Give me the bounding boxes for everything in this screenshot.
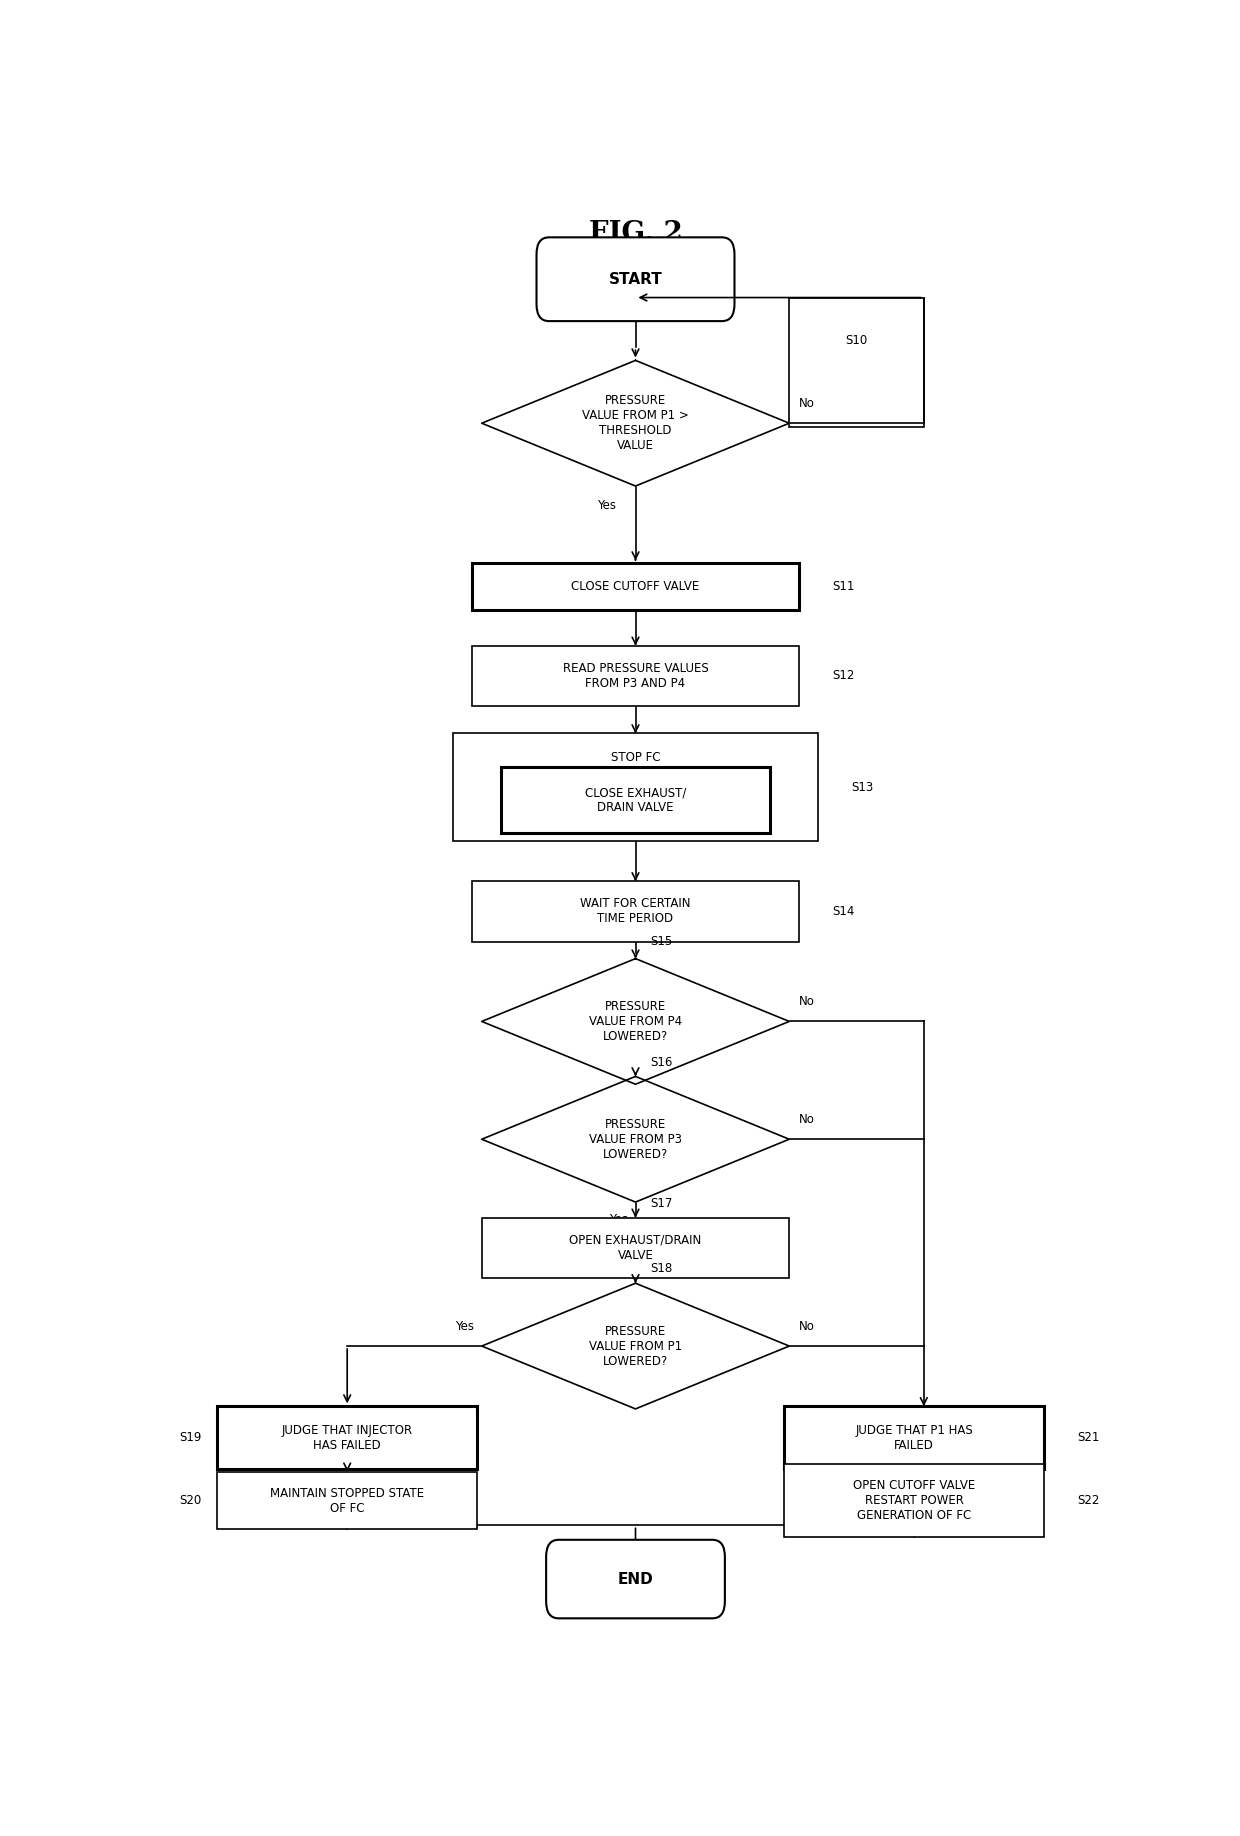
Bar bbox=[481, 1217, 789, 1278]
Text: S15: S15 bbox=[650, 935, 672, 947]
Polygon shape bbox=[481, 1076, 789, 1203]
Text: START: START bbox=[609, 272, 662, 286]
Text: S20: S20 bbox=[179, 1495, 201, 1507]
Text: S19: S19 bbox=[179, 1432, 201, 1445]
Text: WAIT FOR CERTAIN
TIME PERIOD: WAIT FOR CERTAIN TIME PERIOD bbox=[580, 898, 691, 925]
Text: S10: S10 bbox=[846, 334, 868, 347]
Text: STOP FC: STOP FC bbox=[611, 751, 660, 764]
Polygon shape bbox=[481, 958, 789, 1085]
Text: S18: S18 bbox=[650, 1263, 672, 1276]
Text: FIG. 2: FIG. 2 bbox=[589, 220, 682, 246]
Text: PRESSURE
VALUE FROM P3
LOWERED?: PRESSURE VALUE FROM P3 LOWERED? bbox=[589, 1118, 682, 1160]
Text: Yes: Yes bbox=[609, 1094, 627, 1107]
Bar bbox=[472, 646, 799, 707]
Text: END: END bbox=[618, 1572, 653, 1586]
FancyBboxPatch shape bbox=[537, 237, 734, 321]
Text: S11: S11 bbox=[832, 580, 854, 593]
Text: JUDGE THAT INJECTOR
HAS FAILED: JUDGE THAT INJECTOR HAS FAILED bbox=[281, 1423, 413, 1452]
Text: S17: S17 bbox=[650, 1197, 672, 1210]
Text: S14: S14 bbox=[832, 905, 854, 918]
Text: S13: S13 bbox=[852, 780, 874, 793]
Text: MAINTAIN STOPPED STATE
OF FC: MAINTAIN STOPPED STATE OF FC bbox=[270, 1487, 424, 1515]
Bar bbox=[217, 1472, 477, 1529]
Text: No: No bbox=[799, 995, 815, 1008]
Text: No: No bbox=[799, 1113, 815, 1125]
Bar bbox=[785, 1406, 1044, 1469]
Bar bbox=[472, 881, 799, 942]
Bar bbox=[472, 564, 799, 610]
Text: JUDGE THAT P1 HAS
FAILED: JUDGE THAT P1 HAS FAILED bbox=[856, 1423, 973, 1452]
Text: S16: S16 bbox=[650, 1056, 672, 1069]
Text: READ PRESSURE VALUES
FROM P3 AND P4: READ PRESSURE VALUES FROM P3 AND P4 bbox=[563, 661, 708, 690]
Text: CLOSE CUTOFF VALVE: CLOSE CUTOFF VALVE bbox=[572, 580, 699, 593]
Text: No: No bbox=[799, 397, 815, 409]
Bar bbox=[785, 1463, 1044, 1537]
Text: Yes: Yes bbox=[609, 1212, 627, 1226]
Polygon shape bbox=[481, 1283, 789, 1408]
Bar bbox=[453, 733, 818, 841]
Bar bbox=[789, 297, 924, 428]
Polygon shape bbox=[481, 360, 789, 487]
Text: Yes: Yes bbox=[455, 1320, 474, 1333]
Text: S12: S12 bbox=[832, 670, 854, 683]
Text: OPEN EXHAUST/DRAIN
VALVE: OPEN EXHAUST/DRAIN VALVE bbox=[569, 1234, 702, 1261]
Bar bbox=[501, 767, 770, 834]
Text: S22: S22 bbox=[1078, 1495, 1100, 1507]
Text: No: No bbox=[799, 1320, 815, 1333]
Text: CLOSE EXHAUST/
DRAIN VALVE: CLOSE EXHAUST/ DRAIN VALVE bbox=[585, 786, 686, 813]
Bar bbox=[217, 1406, 477, 1469]
Text: S21: S21 bbox=[1078, 1432, 1100, 1445]
FancyBboxPatch shape bbox=[546, 1540, 725, 1618]
Text: PRESSURE
VALUE FROM P1
LOWERED?: PRESSURE VALUE FROM P1 LOWERED? bbox=[589, 1324, 682, 1368]
Text: Yes: Yes bbox=[598, 499, 616, 512]
Text: PRESSURE
VALUE FROM P1 >
THRESHOLD
VALUE: PRESSURE VALUE FROM P1 > THRESHOLD VALUE bbox=[582, 395, 689, 452]
Text: OPEN CUTOFF VALVE
RESTART POWER
GENERATION OF FC: OPEN CUTOFF VALVE RESTART POWER GENERATI… bbox=[853, 1480, 976, 1522]
Text: PRESSURE
VALUE FROM P4
LOWERED?: PRESSURE VALUE FROM P4 LOWERED? bbox=[589, 1001, 682, 1043]
